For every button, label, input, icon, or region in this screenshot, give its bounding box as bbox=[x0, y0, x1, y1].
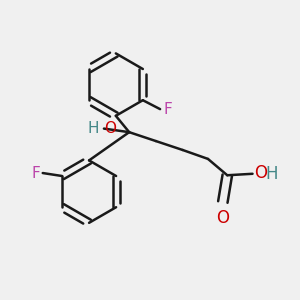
Text: F: F bbox=[32, 166, 40, 181]
Text: H: H bbox=[265, 165, 278, 183]
Text: F: F bbox=[163, 102, 172, 117]
Text: O: O bbox=[103, 121, 116, 136]
Text: O: O bbox=[254, 164, 267, 182]
Text: O: O bbox=[216, 208, 229, 226]
Text: H: H bbox=[87, 121, 99, 136]
